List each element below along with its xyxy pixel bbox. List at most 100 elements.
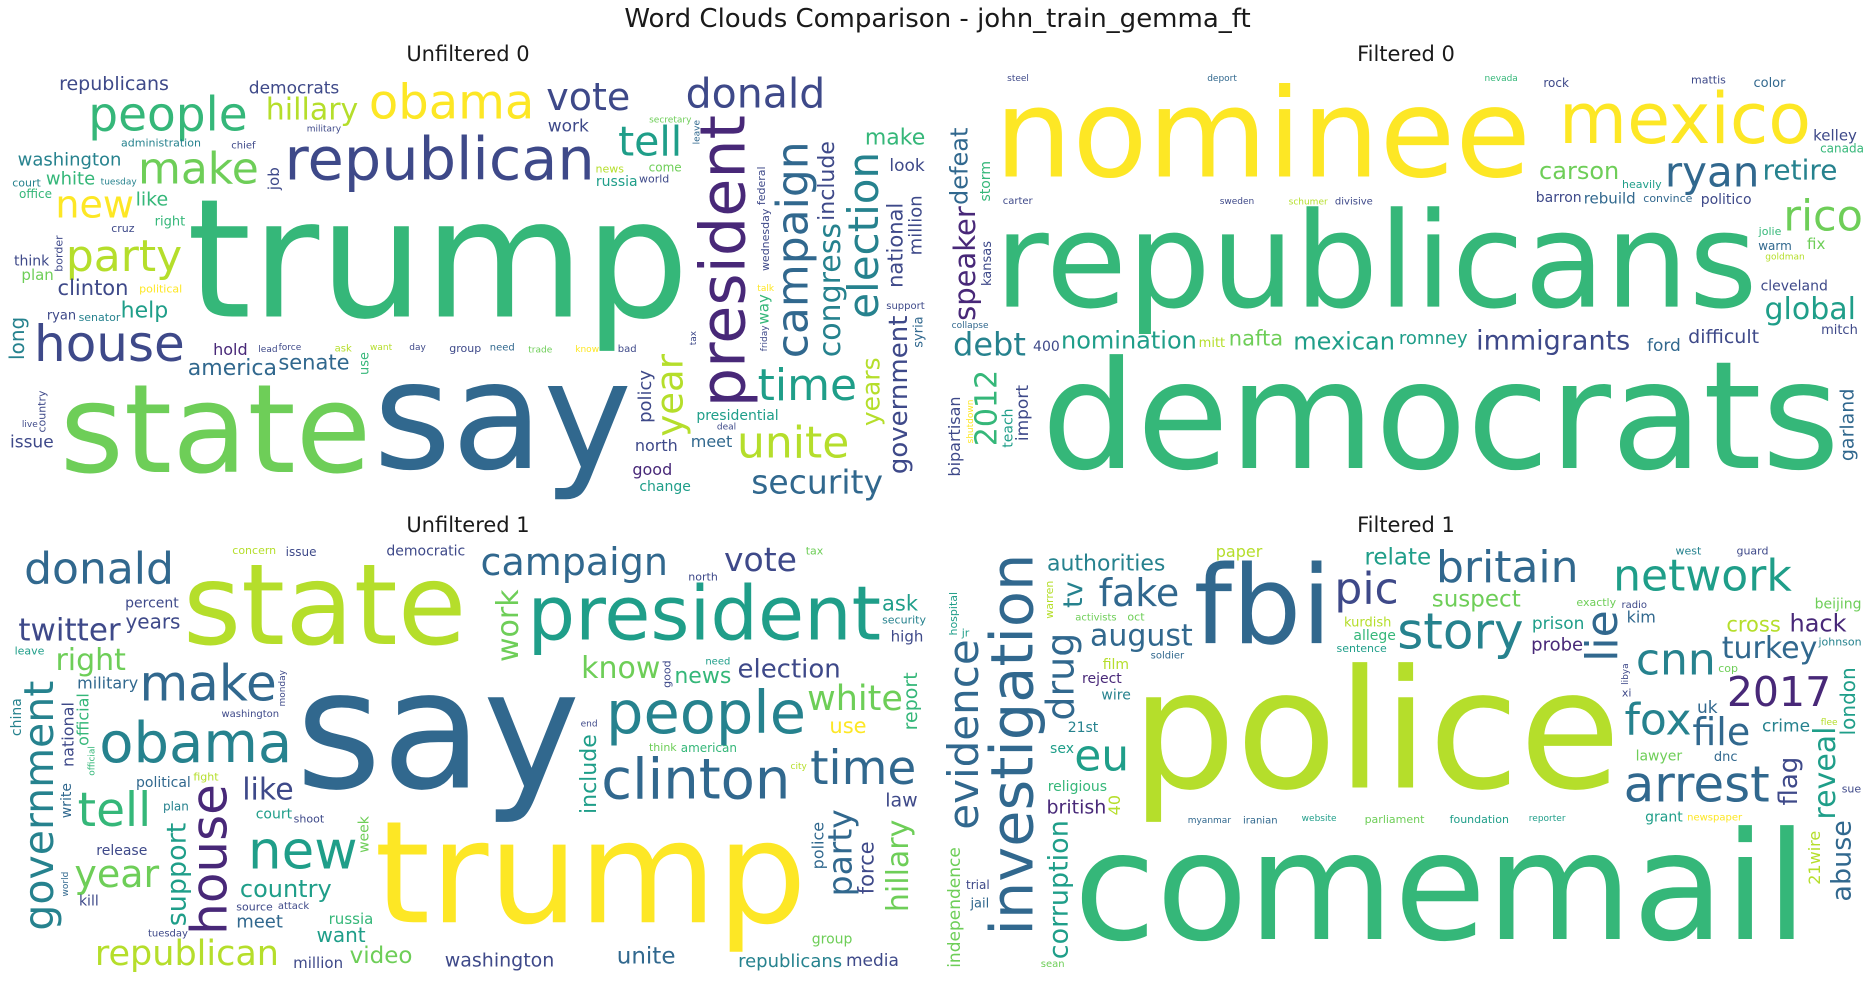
cloud-word: president	[527, 569, 881, 657]
cloud-word: ask	[335, 343, 352, 354]
cloud-word: tuesday	[101, 178, 138, 188]
cloud-word: time	[810, 741, 916, 796]
cloud-word: state	[60, 359, 372, 502]
cloud-word: wire	[1101, 688, 1130, 704]
cloud-word: write	[59, 783, 75, 818]
cloud-word: use	[829, 714, 866, 738]
cloud-word: divisive	[1335, 196, 1373, 207]
cloud-word: london	[1836, 667, 1860, 735]
cloud-word: chief	[231, 140, 256, 151]
cloud-word: sean	[1041, 959, 1065, 970]
cloud-word: meet	[691, 432, 733, 451]
cloud-word: crime	[1762, 717, 1810, 737]
cloud-word: sentence	[1336, 642, 1387, 655]
cloud-word: eu	[1074, 730, 1129, 781]
cloud-word: national	[883, 203, 907, 288]
cloud-word: activists	[1075, 612, 1116, 623]
cloud-word: story	[1397, 603, 1523, 661]
word-cloud: say trump state president people clinton obama…	[8, 543, 928, 973]
cloud-word: clinton	[601, 747, 790, 812]
cloud-word: democrats	[249, 79, 340, 99]
cloud-word: warm	[1758, 239, 1792, 253]
cloud-word: rebuild	[1584, 190, 1636, 208]
cloud-word: government	[884, 316, 914, 475]
cloud-word: way	[754, 294, 772, 324]
cloud-word: help	[121, 299, 169, 324]
cloud-word: kill	[79, 893, 99, 909]
cloud-word: issue	[10, 433, 54, 453]
cloud-word: syria	[912, 316, 927, 347]
cloud-word: leave	[15, 645, 45, 658]
cloud-word: make	[138, 144, 259, 195]
cloud-word: import	[1013, 385, 1033, 441]
cloud-word: relate	[1364, 544, 1431, 570]
cloud-word: time	[758, 360, 857, 411]
cloud-word: nafta	[1229, 327, 1283, 351]
cloud-word: shutdown	[966, 400, 976, 444]
cloud-word: make	[139, 654, 276, 712]
panel-filtered-0: Filtered 0 republicans democrats nominee me…	[946, 42, 1866, 507]
cloud-word: sweden	[1220, 197, 1255, 207]
cloud-word: obama	[369, 75, 534, 131]
cloud-word: support	[886, 301, 924, 312]
cloud-word: tell	[78, 783, 151, 838]
cloud-word: people	[88, 88, 247, 143]
cloud-word: secretary	[649, 115, 692, 125]
cloud-word: foundation	[1450, 813, 1509, 826]
cloud-word: say	[373, 330, 632, 502]
cloud-word: include	[577, 734, 602, 814]
cloud-word: democrats	[1041, 330, 1839, 502]
cloud-word: nevada	[1485, 74, 1518, 84]
cloud-word: monday	[278, 669, 288, 706]
cloud-word: dnc	[1714, 750, 1738, 765]
cloud-word: newspaper	[1687, 812, 1743, 823]
cloud-word: reveal	[1808, 727, 1843, 820]
cloud-word: hillary	[881, 820, 916, 913]
cloud-word: country	[36, 390, 49, 433]
panel-title: Unfiltered 1	[406, 513, 530, 537]
cloud-word: iranian	[1243, 815, 1278, 826]
cloud-word: unite	[737, 418, 849, 469]
figure-title: Word Clouds Comparison - john_train_gemm…	[624, 4, 1251, 34]
cloud-word: election	[839, 152, 888, 319]
cloud-word: nominee	[994, 72, 1531, 206]
cloud-word: storm	[978, 161, 994, 202]
cloud-word: government	[15, 681, 63, 931]
cloud-word: network	[1613, 550, 1792, 601]
cloud-word: cop	[1718, 662, 1738, 675]
word-cloud: republicans democrats nominee mexico ryan ric…	[946, 72, 1866, 502]
cloud-word: uk	[1697, 698, 1718, 718]
cloud-word: years	[125, 609, 180, 633]
cloud-word: heavily	[1622, 178, 1662, 191]
cloud-word: obama	[99, 711, 292, 776]
cloud-word: fbi	[1194, 543, 1332, 669]
cloud-word: like	[242, 772, 293, 807]
cloud-word: work	[491, 589, 526, 662]
cloud-word: canada	[1820, 142, 1864, 156]
cloud-word: goldman	[1765, 252, 1804, 262]
cloud-word: tuesday	[148, 928, 188, 939]
cloud-word: sex	[1050, 741, 1074, 757]
cloud-word: kansas	[980, 241, 995, 286]
cloud-word: need	[490, 343, 515, 354]
cloud-word: cnn	[1636, 635, 1716, 686]
cloud-word: say	[296, 635, 581, 827]
cloud-word: washington	[221, 709, 279, 720]
cloud-word: end	[581, 720, 598, 730]
cloud-word: know	[581, 651, 660, 686]
cloud-word: kim	[1627, 608, 1656, 627]
cloud-word: party	[820, 809, 859, 896]
cloud-word: party	[66, 231, 182, 282]
cloud-word: house	[180, 784, 238, 935]
cloud-word: include	[815, 141, 840, 221]
cloud-word: tax	[806, 544, 824, 557]
cloud-word: myanmar	[1188, 816, 1232, 826]
cloud-word: president	[687, 115, 760, 407]
cloud-word: right	[55, 643, 126, 678]
cloud-word: parliament	[1365, 813, 1426, 826]
cloud-word: investigation	[977, 554, 1046, 936]
cloud-word: military	[77, 674, 138, 693]
cloud-word: vote	[724, 543, 797, 579]
cloud-word: suspect	[1432, 587, 1521, 613]
cloud-word: rock	[1543, 76, 1569, 90]
